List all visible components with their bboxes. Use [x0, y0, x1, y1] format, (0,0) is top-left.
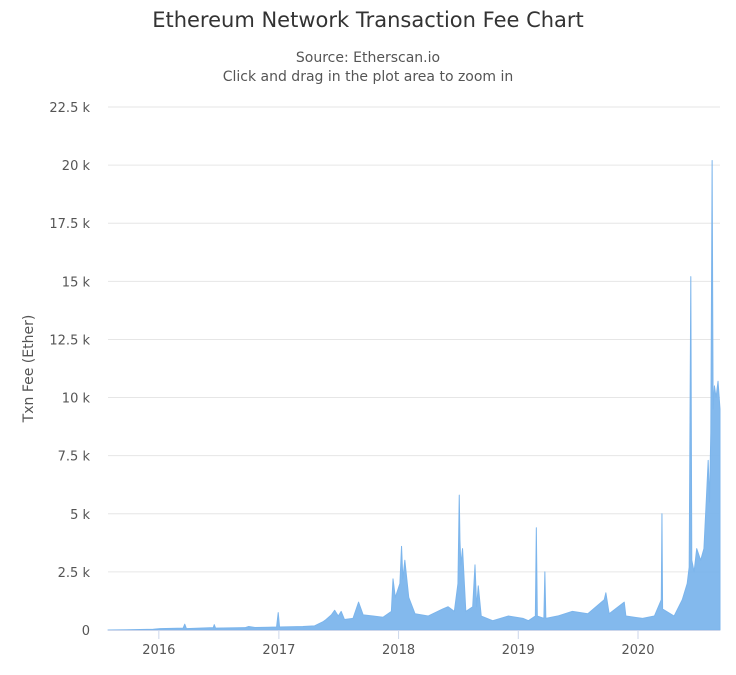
chart-subtitle-source: Source: Etherscan.io — [295, 50, 441, 66]
x-tick-label: 2020 — [621, 643, 654, 658]
x-tick-label: 2018 — [382, 643, 415, 658]
y-tick-label: 17.5 k — [49, 217, 90, 232]
y-axis-label: Txn Fee (Ether) — [21, 315, 37, 424]
y-tick-label: 2.5 k — [58, 566, 91, 581]
chart-title: Ethereum Network Transaction Fee Chart — [152, 8, 584, 32]
plot-area[interactable] — [107, 159, 721, 631]
series-area — [107, 159, 721, 631]
y-tick-label: 0 — [82, 624, 90, 639]
y-tick-label: 15 k — [62, 275, 91, 290]
x-axis-ticks: 2016 2017 2018 2019 2020 — [142, 630, 655, 658]
x-tick-label: 2017 — [262, 643, 295, 658]
y-tick-label: 22.5 k — [49, 101, 90, 116]
y-tick-label: 20 k — [62, 159, 91, 174]
x-tick-label: 2016 — [142, 643, 175, 658]
y-tick-label: 10 k — [62, 392, 91, 407]
y-axis-ticks: 0 2.5 k 5 k 7.5 k 10 k 12.5 k 15 k 17.5 k 20 k 22… — [49, 101, 90, 639]
chart-subtitle-zoom-hint: Click and drag in the plot area to zoom … — [222, 69, 514, 85]
y-tick-label: 5 k — [70, 508, 90, 523]
y-tick-label: 12.5 k — [49, 333, 90, 348]
y-tick-label: 7.5 k — [58, 450, 91, 465]
grid-lines — [108, 106, 720, 573]
x-tick-label: 2019 — [502, 643, 535, 658]
